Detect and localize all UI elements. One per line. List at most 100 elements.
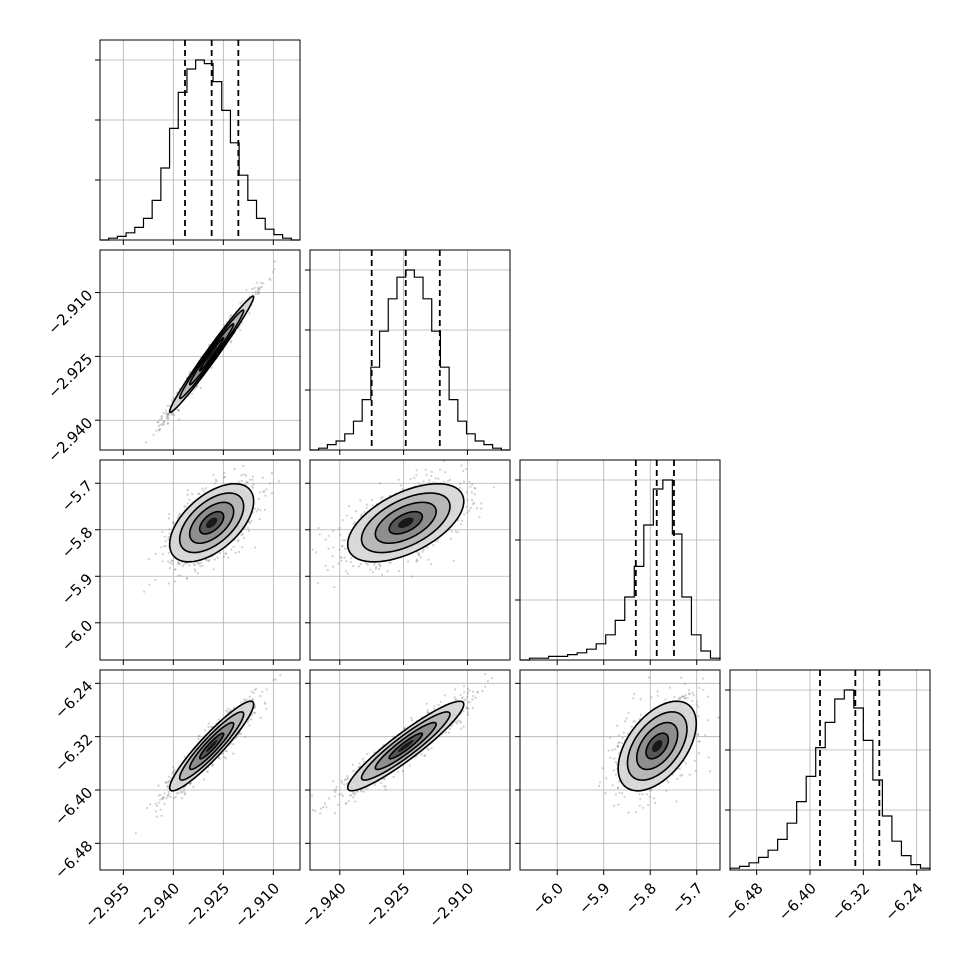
- scatter-point: [251, 486, 255, 489]
- scatter-point: [340, 556, 343, 559]
- scatter-point: [243, 473, 246, 476]
- scatter-point: [326, 569, 329, 572]
- scatter-point: [264, 702, 267, 705]
- scatter-point: [270, 492, 274, 495]
- scatter-point: [416, 559, 419, 563]
- scatter-point: [174, 568, 177, 571]
- scatter-point: [188, 370, 191, 373]
- scatter-point: [430, 747, 433, 750]
- scatter-point: [166, 415, 169, 418]
- scatter-point: [173, 414, 176, 417]
- scatter-point: [167, 790, 170, 793]
- scatter-point: [338, 548, 341, 551]
- scatter-point: [195, 561, 198, 564]
- scatter-point: [230, 548, 233, 551]
- scatter-point: [248, 312, 251, 315]
- scatter-point: [157, 801, 160, 804]
- scatter-point: [149, 803, 152, 806]
- scatter-point: [157, 784, 160, 787]
- scatter-point: [237, 480, 240, 483]
- scatter-point: [340, 559, 343, 562]
- scatter-point: [259, 716, 262, 720]
- scatter-point: [167, 582, 170, 585]
- scatter-point: [449, 537, 452, 540]
- scatter-point: [239, 329, 242, 332]
- scatter-point: [331, 529, 334, 533]
- scatter-point: [425, 702, 428, 705]
- scatter-point: [262, 490, 265, 493]
- scatter-point: [229, 315, 232, 318]
- scatter-point: [240, 479, 243, 482]
- scatter-point: [269, 278, 272, 282]
- scatter-point: [206, 770, 209, 773]
- y-tick-label: −5.7: [58, 477, 96, 515]
- scatter-point: [183, 755, 186, 758]
- scatter-point: [186, 502, 189, 505]
- scatter-panel-0-3: −6.48−6.40−6.32−6.24: [51, 669, 301, 882]
- scatter-point: [232, 752, 235, 755]
- histogram-panel-2: [515, 459, 721, 665]
- scatter-point: [465, 706, 468, 709]
- y-tick-label: −5.8: [58, 523, 96, 561]
- scatter-point: [374, 567, 377, 570]
- scatter-point: [188, 564, 191, 567]
- panel-border: [729, 669, 931, 871]
- scatter-point: [273, 260, 276, 263]
- scatter-point: [178, 512, 181, 515]
- scatter-point: [148, 583, 151, 586]
- scatter-point: [163, 545, 166, 548]
- scatter-point: [345, 514, 348, 517]
- scatter-point: [180, 797, 184, 800]
- scatter-point: [160, 814, 163, 818]
- scatter-point: [365, 506, 368, 509]
- scatter-point: [214, 478, 217, 481]
- scatter-point: [247, 526, 250, 530]
- scatter-point: [197, 492, 200, 495]
- scatter-point: [358, 565, 361, 568]
- scatter-point: [274, 678, 277, 681]
- panel-border: [99, 39, 301, 241]
- scatter-point: [159, 793, 162, 796]
- scatter-point: [251, 478, 254, 481]
- scatter-point: [317, 526, 320, 530]
- scatter-point: [437, 477, 440, 480]
- scatter-point: [152, 433, 155, 436]
- scatter-point: [199, 562, 203, 565]
- scatter-point: [161, 423, 164, 426]
- scatter-point: [349, 560, 352, 564]
- scatter-point: [164, 409, 167, 412]
- scatter-point: [250, 519, 253, 522]
- scatter-point: [155, 810, 158, 813]
- scatter-point: [458, 486, 461, 489]
- scatter-point: [167, 538, 170, 541]
- scatter-point: [234, 551, 237, 554]
- scatter-point: [210, 366, 213, 369]
- y-tick-label: −6.32: [51, 730, 96, 775]
- scatter-point: [172, 522, 175, 525]
- scatter-point: [265, 707, 268, 711]
- scatter-point: [225, 709, 228, 713]
- scatter-point: [161, 560, 164, 563]
- scatter-point: [471, 698, 474, 701]
- scatter-point: [172, 521, 175, 525]
- scatter-point: [159, 546, 162, 549]
- scatter-point: [175, 792, 178, 795]
- scatter-point: [434, 477, 437, 480]
- scatter-point: [465, 468, 468, 471]
- scatter-point: [191, 493, 194, 496]
- scatter-point: [227, 556, 230, 559]
- scatter-point: [162, 411, 165, 415]
- scatter-point: [415, 474, 418, 477]
- scatter-point: [363, 510, 366, 514]
- scatter-point: [263, 508, 266, 511]
- scatter-point: [212, 473, 215, 476]
- scatter-point: [251, 475, 254, 478]
- scatter-point: [207, 722, 210, 725]
- scatter-point: [171, 412, 174, 415]
- scatter-point: [169, 413, 172, 416]
- scatter-point: [226, 707, 230, 710]
- y-tick-label: −2.925: [44, 350, 96, 402]
- scatter-point: [442, 480, 445, 484]
- scatter-point: [155, 429, 158, 432]
